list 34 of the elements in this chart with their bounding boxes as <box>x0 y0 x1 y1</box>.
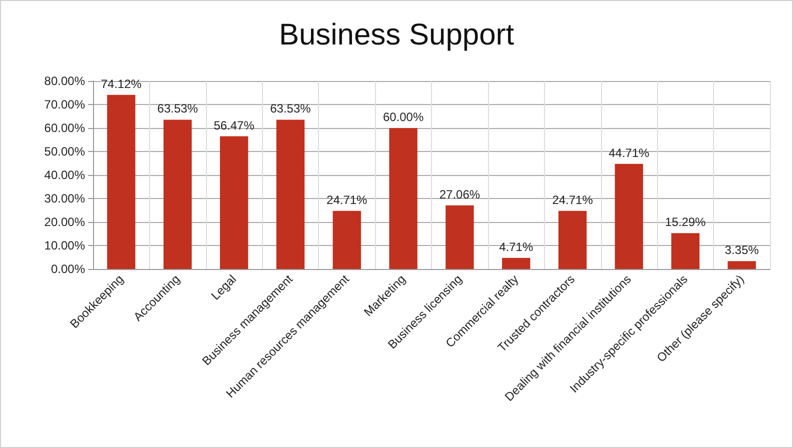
data-label: 24.71% <box>326 192 368 207</box>
y-tick-label: 80.00% <box>44 74 86 88</box>
data-label: 60.00% <box>382 110 424 124</box>
data-label: 63.53% <box>157 102 198 116</box>
y-tick-label: 30.00% <box>44 192 86 206</box>
bar <box>671 233 700 269</box>
y-tick-label: 60.00% <box>44 121 86 135</box>
y-tick-label: 70.00% <box>44 98 86 112</box>
data-label: 3.35% <box>724 243 760 258</box>
bar <box>164 120 192 269</box>
data-label: 27.06% <box>439 187 480 202</box>
bar <box>446 205 474 269</box>
bar <box>220 136 248 269</box>
y-tick-label: 50.00% <box>44 144 86 158</box>
data-label: 24.71% <box>552 192 594 207</box>
bar <box>276 120 305 269</box>
data-label: 63.53% <box>270 102 312 116</box>
bar <box>728 261 756 269</box>
data-label: 15.29% <box>665 215 706 230</box>
data-label: 56.47% <box>214 118 255 132</box>
data-label: 74.12% <box>100 76 142 91</box>
data-label: 4.71% <box>499 240 534 254</box>
data-label: 44.71% <box>608 146 650 160</box>
bar <box>107 94 136 269</box>
y-tick-label: 20.00% <box>44 215 86 229</box>
bar <box>332 210 361 269</box>
bar <box>614 164 644 269</box>
y-tick-label: 40.00% <box>44 168 86 182</box>
bar <box>558 210 587 269</box>
bar <box>502 258 530 269</box>
y-tick-label: 0.00% <box>50 262 86 276</box>
y-tick-label: 10.00% <box>44 238 86 252</box>
chart-title: Business Support <box>278 18 515 52</box>
bar <box>389 128 418 269</box>
